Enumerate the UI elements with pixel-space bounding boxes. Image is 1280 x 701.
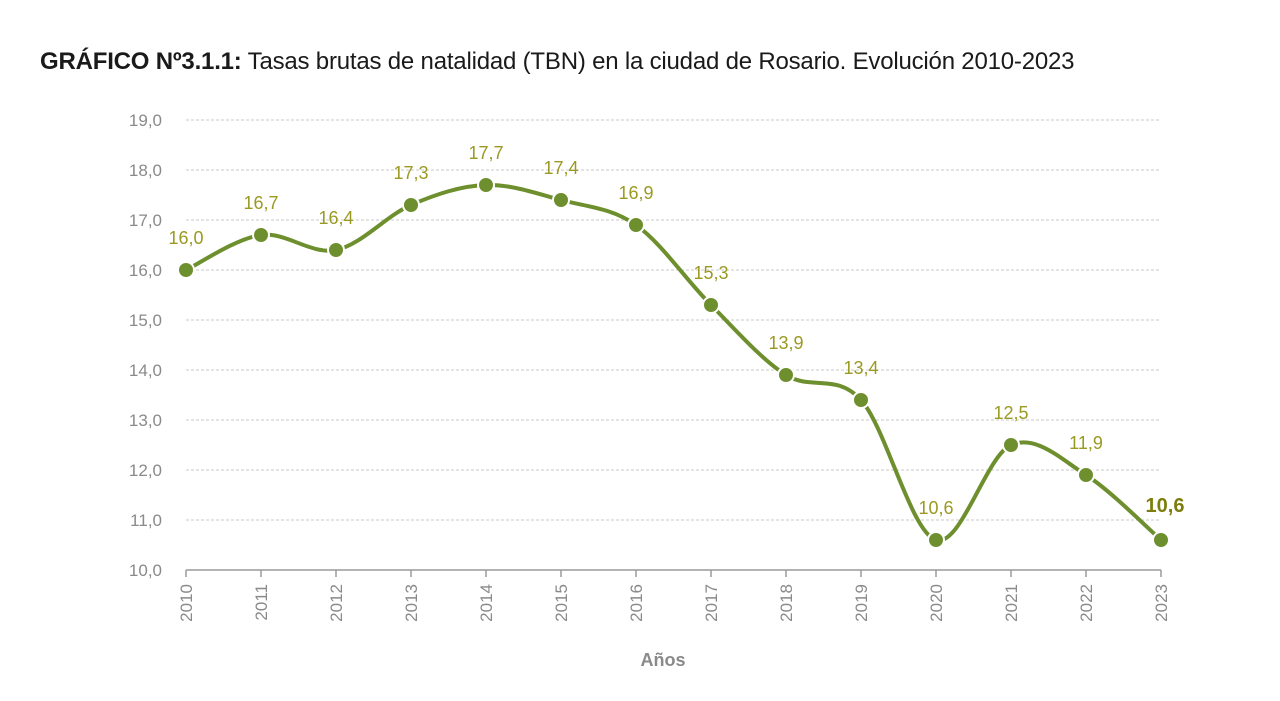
data-point	[327, 241, 345, 259]
data-point	[627, 216, 645, 234]
data-label: 16,7	[243, 193, 278, 213]
y-tick-label: 17,0	[129, 211, 162, 230]
data-label: 11,9	[1069, 433, 1103, 453]
x-tick-label: 2016	[627, 584, 646, 622]
data-label: 17,3	[393, 163, 428, 183]
data-point	[1077, 466, 1095, 484]
y-tick-label: 18,0	[129, 161, 162, 180]
x-tick-label: 2022	[1077, 584, 1096, 622]
data-point	[552, 191, 570, 209]
y-tick-label: 14,0	[129, 361, 162, 380]
y-tick-label: 19,0	[129, 111, 162, 130]
data-point	[1002, 436, 1020, 454]
data-point	[927, 531, 945, 549]
y-tick-label: 13,0	[129, 411, 162, 430]
x-tick-label: 2019	[852, 584, 871, 622]
x-tick-label: 2020	[927, 584, 946, 622]
data-point	[477, 176, 495, 194]
y-tick-label: 10,0	[129, 561, 162, 580]
x-tick-label: 2018	[777, 584, 796, 622]
data-label: 15,3	[693, 263, 728, 283]
data-label: 16,0	[168, 228, 203, 248]
data-label: 13,4	[843, 358, 878, 378]
data-label: 10,6	[1146, 495, 1185, 517]
x-tick-label: 2010	[177, 584, 196, 622]
data-labels: 16,0 16,7 16,4 17,3 17,7 17,4 16,9 15,3 13,9 13,4…	[168, 143, 1184, 518]
data-points	[177, 176, 1170, 549]
x-tick-label: 2017	[702, 584, 721, 622]
data-label: 13,9	[768, 333, 803, 353]
x-tick-label: 2012	[327, 584, 346, 622]
y-tick-label: 15,0	[129, 311, 162, 330]
data-label: 10,6	[918, 498, 953, 518]
data-point	[402, 196, 420, 214]
y-tick-label: 11,0	[130, 511, 162, 530]
data-point	[177, 261, 195, 279]
chart-title-text: Tasas brutas de natalidad (TBN) en la ci…	[241, 48, 1075, 75]
x-tick-label: 2011	[252, 584, 271, 621]
data-label: 16,4	[318, 208, 353, 228]
x-tick-label: 2023	[1152, 584, 1171, 622]
x-axis-ticks: 2010 2011 2012 2013 2014 2015 2016 2017 2018 2019…	[177, 570, 1171, 622]
chart-title: GRÁFICO Nº3.1.1: Tasas brutas de natalid…	[40, 48, 1074, 76]
data-point	[252, 226, 270, 244]
x-tick-label: 2015	[552, 584, 571, 622]
data-label: 17,7	[468, 143, 503, 163]
x-tick-label: 2021	[1002, 584, 1021, 622]
y-axis-ticks: 10,0 11,0 12,0 13,0 14,0 15,0 16,0 17,0 18,0 19,0	[129, 111, 162, 580]
data-point	[852, 391, 870, 409]
series-line	[184, 182, 1163, 543]
data-label: 12,5	[993, 403, 1028, 423]
data-point	[702, 296, 720, 314]
data-point	[777, 366, 795, 384]
gridlines	[186, 119, 1160, 521]
x-axis-label: Años	[641, 650, 686, 670]
x-tick-label: 2013	[402, 584, 421, 622]
data-label: 17,4	[543, 158, 578, 178]
data-point	[1152, 531, 1170, 549]
data-label: 16,9	[618, 183, 653, 203]
y-tick-label: 12,0	[129, 461, 162, 480]
x-tick-label: 2014	[477, 584, 496, 622]
chart-title-prefix: GRÁFICO Nº3.1.1:	[40, 48, 242, 75]
y-tick-label: 16,0	[129, 261, 162, 280]
